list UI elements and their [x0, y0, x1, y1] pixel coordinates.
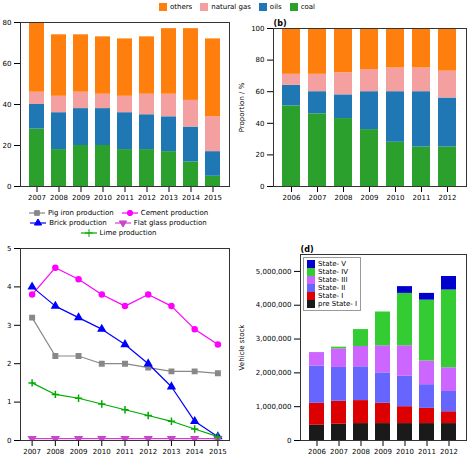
svg-text:60: 60 — [3, 60, 12, 68]
html-text:coal: coal — [300, 3, 316, 11]
svg-text:20: 20 — [3, 142, 12, 150]
html-text:Pig iron production: Pig iron production — [47, 209, 114, 217]
svg-text:2012: 2012 — [439, 194, 457, 202]
svg-text:20: 20 — [256, 151, 265, 159]
svg-text:Vehicle stock: Vehicle stock — [238, 324, 246, 371]
svg-text:2010: 2010 — [396, 448, 414, 456]
html-text:State- III: State- III — [318, 276, 348, 284]
svg-text:Proportion / %: Proportion / % — [238, 82, 246, 132]
svg-text:2010: 2010 — [387, 194, 405, 202]
svg-text:1: 1 — [7, 398, 11, 406]
svg-text:3,000,000: 3,000,000 — [256, 335, 292, 343]
svg-text:0: 0 — [7, 183, 11, 191]
svg-text:2014: 2014 — [186, 448, 204, 456]
svg-text:2009: 2009 — [361, 194, 379, 202]
svg-text:5,000,000: 5,000,000 — [256, 268, 292, 276]
html-text:Flat glass production: Flat glass production — [133, 219, 207, 227]
svg-text:2008: 2008 — [335, 194, 353, 202]
svg-text:4: 4 — [7, 283, 12, 291]
html-text:State- V: State- V — [318, 260, 347, 268]
svg-text:2008: 2008 — [46, 448, 64, 456]
html-text:State- IV: State- IV — [318, 268, 349, 276]
svg-text:(b): (b) — [274, 19, 287, 28]
html-text:Cement production: Cement production — [140, 209, 209, 217]
svg-text:2011: 2011 — [418, 448, 436, 456]
svg-text:2,000,000: 2,000,000 — [256, 369, 292, 377]
svg-text:100: 100 — [251, 25, 264, 33]
html-text:pre State- I: pre State- I — [318, 300, 357, 308]
svg-text:40: 40 — [256, 120, 265, 128]
svg-text:2012: 2012 — [440, 448, 458, 456]
svg-text:80: 80 — [256, 56, 265, 64]
svg-text:2011: 2011 — [116, 194, 134, 202]
svg-text:2013: 2013 — [160, 194, 178, 202]
svg-text:2010: 2010 — [94, 194, 112, 202]
svg-text:2014: 2014 — [182, 194, 200, 202]
html-text:oils: oils — [269, 3, 282, 11]
svg-text:2008: 2008 — [50, 194, 68, 202]
svg-text:60: 60 — [256, 88, 265, 96]
svg-text:2010: 2010 — [93, 448, 111, 456]
html-text:others: others — [169, 3, 193, 11]
svg-text:2012: 2012 — [138, 194, 156, 202]
svg-text:4,000,000: 4,000,000 — [256, 301, 292, 309]
svg-text:2009: 2009 — [72, 194, 90, 202]
svg-text:2011: 2011 — [413, 194, 431, 202]
svg-text:5: 5 — [7, 245, 11, 253]
svg-text:80: 80 — [3, 19, 12, 27]
svg-text:2008: 2008 — [352, 448, 370, 456]
svg-text:2015: 2015 — [209, 448, 227, 456]
svg-text:2015: 2015 — [204, 194, 222, 202]
svg-text:2013: 2013 — [163, 448, 181, 456]
svg-text:2006: 2006 — [283, 194, 301, 202]
svg-text:3: 3 — [7, 322, 11, 330]
svg-text:0: 0 — [260, 183, 264, 191]
html-text:State- I: State- I — [318, 292, 344, 300]
svg-text:0: 0 — [287, 437, 291, 445]
svg-text:0: 0 — [7, 437, 11, 445]
svg-text:2007: 2007 — [309, 194, 327, 202]
html-text:Brick production: Brick production — [49, 219, 107, 227]
svg-text:2012: 2012 — [139, 448, 157, 456]
svg-text:(d): (d) — [301, 245, 314, 254]
svg-text:2007: 2007 — [28, 194, 46, 202]
svg-text:40: 40 — [3, 101, 12, 109]
html-text:Lime production: Lime production — [99, 229, 157, 237]
svg-text:1,000,000: 1,000,000 — [256, 403, 292, 411]
svg-text:2009: 2009 — [70, 448, 88, 456]
html-text:State- II: State- II — [318, 284, 346, 292]
html-text:natural gas: natural gas — [211, 3, 251, 11]
svg-text:2007: 2007 — [330, 448, 348, 456]
svg-text:2009: 2009 — [374, 448, 392, 456]
svg-text:2006: 2006 — [308, 448, 326, 456]
svg-text:2: 2 — [7, 360, 11, 368]
svg-text:2011: 2011 — [116, 448, 134, 456]
svg-text:2007: 2007 — [23, 448, 41, 456]
